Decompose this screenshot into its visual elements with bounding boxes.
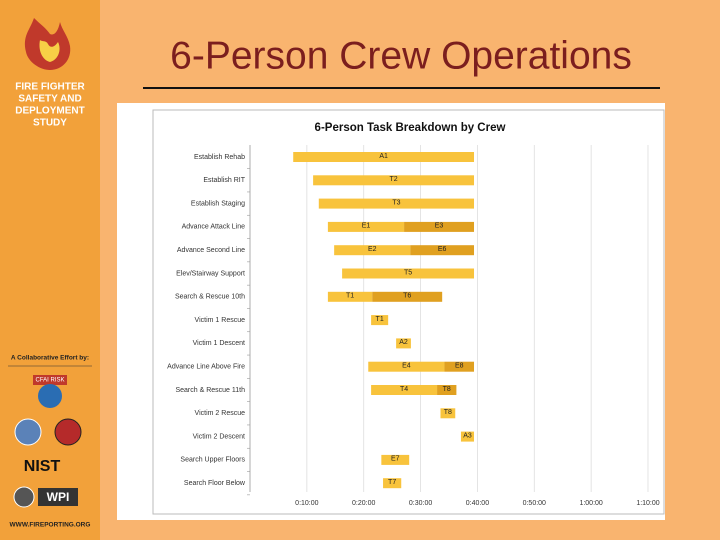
task-bar — [383, 478, 402, 489]
task-bar — [327, 291, 373, 302]
category-label: Advance Attack Line — [182, 224, 246, 231]
task-bar — [396, 338, 411, 349]
task-bar — [404, 221, 475, 232]
x-tick-label: 1:00:00 — [579, 500, 602, 507]
bar-label: T6 — [403, 293, 411, 300]
category-label: Elev/Stairway Support — [176, 270, 245, 277]
bar-label: E2 — [368, 246, 377, 253]
partner-logo — [14, 418, 42, 446]
category-label: Establish Rehab — [194, 154, 245, 161]
bar-label: E7 — [391, 456, 400, 463]
logo-flame-inner — [39, 40, 60, 62]
task-bar — [318, 198, 475, 209]
bar-label: A3 — [463, 432, 472, 439]
task-bar — [293, 152, 475, 162]
slide-title: 6-Person Crew Operations — [170, 34, 632, 77]
category-label: Advance Second Line — [177, 247, 245, 254]
logo-text: DEPLOYMENT — [15, 106, 84, 117]
bar-label: T5 — [404, 269, 412, 276]
task-bar — [437, 385, 457, 395]
category-label: Establish RIT — [203, 177, 245, 184]
x-tick-label: 0:10:00 — [295, 500, 318, 507]
category-label: Search & Rescue 10th — [175, 294, 245, 301]
collab-text: A Collaborative Effort by: — [11, 355, 89, 362]
bar-label: T3 — [392, 199, 400, 206]
bar-label: A1 — [379, 153, 388, 160]
category-label: Advance Line Above Fire — [167, 364, 245, 371]
task-bar — [460, 431, 475, 442]
task-bar — [440, 408, 456, 419]
bar-label: E3 — [435, 223, 444, 230]
category-label: Search & Rescue 11th — [175, 387, 245, 394]
category-label: Victim 2 Descent — [193, 433, 245, 440]
website: WWW.FIREPORTING.ORG — [10, 522, 91, 529]
task-bar — [410, 245, 475, 256]
partner-logo — [54, 418, 82, 446]
task-bar — [444, 361, 475, 372]
bar-label: E1 — [362, 223, 371, 230]
x-tick-label: 1:10:00 — [636, 500, 659, 507]
category-label: Establish Staging — [191, 200, 245, 207]
chart-panel — [117, 103, 665, 520]
sidebar — [0, 0, 100, 540]
partner-badge — [38, 488, 78, 506]
category-label: Victim 2 Rescue — [195, 410, 246, 417]
x-tick-label: 0:30:00 — [409, 500, 432, 507]
bar-label: E6 — [438, 246, 447, 253]
logo-text: FIRE FIGHTER — [15, 82, 85, 93]
task-bar — [327, 221, 405, 232]
bar-label: T1 — [346, 293, 354, 300]
partner-name: WPI — [47, 490, 70, 504]
task-bar — [313, 175, 475, 186]
bar-label: T8 — [443, 386, 451, 393]
task-bar — [368, 361, 445, 372]
partner-logo — [13, 486, 35, 508]
category-label: Search Upper Floors — [180, 457, 245, 464]
task-bar — [371, 315, 389, 326]
category-label: Search Floor Below — [184, 480, 246, 487]
task-bar — [372, 291, 443, 302]
bar-label: T8 — [444, 409, 452, 416]
chart-title: 6-Person Task Breakdown by Crew — [315, 122, 506, 134]
partner-name: NIST — [24, 458, 61, 475]
logo-text: STUDY — [33, 118, 67, 129]
bar-label: T2 — [389, 176, 397, 183]
bar-label: T7 — [388, 479, 396, 486]
task-bar — [381, 454, 410, 465]
partner-name: CFAI RISK — [35, 378, 64, 384]
x-tick-label: 0:20:00 — [352, 500, 375, 507]
chart-border — [152, 109, 665, 515]
category-label: Victim 1 Descent — [193, 340, 245, 347]
partner-badge — [33, 375, 67, 385]
task-bar — [334, 245, 411, 256]
task-bar — [342, 268, 475, 279]
x-tick-label: 0:40:00 — [466, 500, 489, 507]
partner-logo — [38, 384, 62, 408]
bar-label: E4 — [402, 363, 411, 370]
bar-label: A2 — [399, 339, 408, 346]
x-tick-label: 0:50:00 — [523, 500, 546, 507]
category-label: Victim 1 Rescue — [195, 317, 246, 324]
bar-label: E8 — [455, 363, 464, 370]
bar-label: T4 — [400, 386, 408, 393]
task-bar — [371, 385, 438, 395]
logo-text: SAFETY AND — [18, 94, 81, 105]
bar-label: T1 — [376, 316, 384, 323]
